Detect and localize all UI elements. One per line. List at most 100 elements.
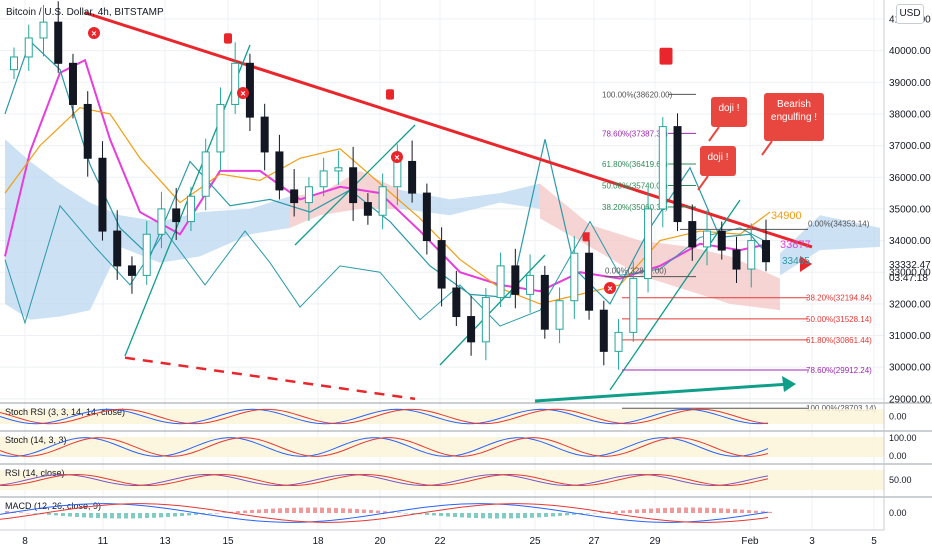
pane-band [0, 409, 884, 424]
macd-histogram-bar [565, 513, 569, 516]
x-tick-label: 18 [312, 536, 324, 547]
annotation-text: doji ! [718, 103, 739, 114]
macd-histogram-bar [691, 507, 695, 513]
orange-value-label: 34900 [771, 210, 802, 222]
currency-button[interactable]: USD [896, 4, 924, 24]
y-tick-label: 29000.00 [889, 394, 931, 405]
candle-body [98, 157, 107, 232]
pane-tick-label: 100.00 [889, 433, 917, 443]
thumbs-down-icon [659, 47, 673, 65]
y-tick-label: 38000.00 [889, 109, 931, 120]
macd-histogram-bar [558, 513, 562, 516]
teal-value-label: 33465 [782, 256, 810, 267]
x-tick-label: 22 [434, 536, 446, 547]
y-tick-label: 32000.00 [889, 299, 931, 310]
macd-histogram-bar [362, 509, 366, 513]
x-tick-label: 27 [588, 536, 600, 547]
candle-body [467, 316, 476, 343]
pane-band [0, 470, 884, 490]
macd-histogram-bar [404, 513, 408, 514]
macd-histogram-bar [768, 511, 772, 513]
candle-body [319, 170, 328, 188]
green-arrowhead [782, 376, 796, 392]
macd-histogram-bar [425, 513, 429, 515]
macd-histogram-bar [124, 513, 128, 519]
fib-level-label: 38.20%(35060.32) [602, 203, 668, 212]
y-tick-label: 31000.00 [889, 331, 931, 342]
candle-body [157, 208, 166, 235]
macd-histogram-bar [530, 513, 534, 518]
macd-histogram-bar [243, 510, 247, 513]
fib-level-label: 78.60%(29912.24) [806, 366, 872, 375]
x-tick-label: 11 [98, 536, 109, 547]
candle-body [658, 126, 667, 210]
support-dashed-line [124, 356, 416, 401]
x-tick-label: Feb [741, 536, 759, 547]
oscillator-line-signal [0, 408, 769, 425]
candle-body [363, 202, 372, 216]
macd-histogram-bar [96, 513, 100, 519]
candle-body [127, 265, 136, 276]
candle-body [39, 21, 48, 39]
annotation-text: doji ! [707, 152, 728, 163]
macd-histogram-bar [103, 513, 107, 519]
ichimoku-cloud-bearish [290, 170, 400, 228]
candle-body [555, 300, 564, 330]
candle-body [113, 230, 122, 267]
macd-histogram-bar [383, 511, 387, 513]
macd-histogram-bar [502, 513, 506, 519]
candle-body [83, 103, 92, 159]
macd-histogram-bar [110, 513, 114, 519]
last-price-box [885, 256, 932, 284]
candle-body [172, 208, 181, 223]
macd-histogram-bar [614, 511, 618, 513]
fib-level-label: 61.80%(30861.44) [806, 336, 872, 345]
macd-histogram-bar [180, 513, 184, 517]
macd-histogram-bar [117, 513, 121, 519]
macd-histogram-bar [495, 513, 499, 519]
candle-body [747, 240, 756, 270]
candle-body [422, 192, 431, 242]
candle-body [10, 56, 18, 71]
candle-body [452, 287, 461, 318]
annotation-pointer [708, 126, 720, 142]
macd-histogram-bar [705, 507, 709, 513]
macd-histogram-bar [572, 513, 576, 515]
candle-body [732, 249, 741, 270]
macd-histogram-bar [460, 513, 464, 518]
macd-histogram-bar [68, 513, 72, 517]
macd-histogram-bar [47, 513, 51, 515]
green-channel-line [439, 254, 546, 366]
fib-level-label: 61.80%(36419.65) [602, 160, 668, 169]
macd-histogram-bar [19, 512, 23, 513]
x-tick-label: 15 [222, 536, 234, 547]
x-tick-label: 25 [529, 536, 541, 547]
macd-histogram-bar [285, 507, 289, 513]
macd-histogram-bar [551, 513, 555, 517]
ichimoku-cloud-bullish [5, 139, 290, 320]
oscillator-line-main [0, 408, 769, 425]
oscillator-line-signal [0, 437, 769, 457]
sell-signal-mark: × [607, 284, 612, 294]
macd-histogram-bar [684, 507, 688, 513]
sell-signal-mark: × [240, 89, 245, 99]
candle-body [437, 240, 446, 289]
macd-histogram-bar [453, 513, 457, 518]
macd-histogram-bar [635, 509, 639, 513]
chikou-line [4, 204, 771, 327]
macd-histogram-bar [544, 513, 548, 517]
y-tick-label: 37000.00 [889, 141, 931, 152]
macd-histogram-bar [54, 513, 58, 516]
x-tick-label: 20 [374, 536, 386, 547]
x-tick-label: 8 [22, 536, 28, 547]
macd-histogram-bar [537, 513, 541, 518]
macd-histogram-bar [33, 513, 37, 514]
green-arrow-line [534, 382, 791, 403]
macd-histogram-bar [509, 513, 513, 519]
pane-tick-label: 0.00 [889, 451, 907, 461]
oscillator-line-main [0, 474, 769, 486]
candle-body [762, 240, 770, 263]
macd-histogram-bar [663, 507, 667, 513]
x-tick-label: 13 [159, 536, 171, 547]
